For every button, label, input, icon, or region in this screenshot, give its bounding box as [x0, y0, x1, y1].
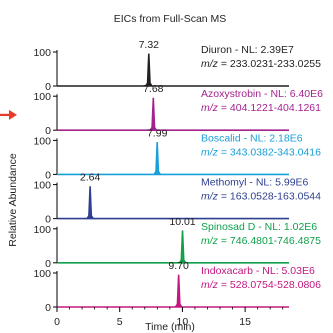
y-tick-label: 0 — [45, 258, 51, 270]
y-tick-label: 0 — [45, 81, 51, 93]
x-tick-label: 10 — [177, 316, 189, 328]
series-mz-label: m/z = 163.0528-163.0544 — [201, 191, 321, 203]
y-tick-label: 0 — [45, 302, 51, 314]
x-axis: 0 5 10 15 — [54, 307, 284, 328]
x-tick-label: 15 — [239, 316, 251, 328]
peak — [149, 97, 158, 131]
y-tick-label: 100 — [33, 180, 51, 192]
peak-label: 7.99 — [147, 127, 168, 139]
y-tick-label: 100 — [33, 47, 51, 59]
series-nl-label: Spinosad D - NL: 1.02E6 — [201, 221, 317, 233]
x-axis-label: Time (min) — [145, 321, 195, 333]
peak-label: 9.70 — [168, 260, 189, 272]
x-tick-label: 0 — [54, 316, 60, 328]
peak — [85, 186, 95, 219]
peak-label: 7.32 — [139, 39, 160, 51]
peak-label: 7.68 — [143, 83, 164, 95]
series-mz-label: m/z = 343.0382-343.0416 — [201, 146, 321, 158]
peak-label: 10.01 — [169, 216, 195, 228]
highlight-arrow — [0, 109, 17, 120]
peak — [152, 142, 162, 175]
y-axis-label: Relative Abundance — [7, 153, 19, 247]
x-tick-label: 5 — [117, 316, 123, 328]
peak — [178, 230, 187, 264]
y-tick-label: 100 — [33, 268, 51, 280]
peak-label: 2.64 — [80, 172, 101, 184]
series-nl-label: Azoxystrobin - NL: 6.40E6 — [201, 88, 323, 100]
chart-title: EICs from Full-Scan MS — [114, 13, 227, 25]
y-tick-label: 100 — [33, 135, 51, 147]
peak — [144, 53, 154, 87]
series-nl-label: Indoxacarb - NL: 5.03E6 — [201, 265, 315, 277]
y-tick-label: 100 — [33, 91, 51, 103]
y-tick-label: 0 — [45, 169, 51, 181]
arrow-head — [9, 109, 17, 120]
series-nl-label: Boscalid - NL: 2.18E6 — [201, 132, 303, 144]
eic-panel-diuron: 100 0 7.32 Diuron - NL: 2.39E7 m/z = 233.023… — [33, 39, 321, 93]
y-tick-label: 0 — [45, 125, 51, 137]
series-mz-label: m/z = 528.0754-528.0806 — [201, 279, 321, 291]
series-mz-label: m/z = 233.0231-233.0255 — [201, 58, 321, 70]
peak — [174, 274, 183, 308]
series-nl-label: Diuron - NL: 2.39E7 — [201, 44, 294, 56]
series-nl-label: Methomyl - NL: 5.99E6 — [201, 177, 309, 189]
series-mz-label: m/z = 746.4801-746.4875 — [201, 235, 321, 247]
y-tick-label: 100 — [33, 224, 51, 236]
series-mz-label: m/z = 404.1221-404.1261 — [201, 102, 321, 114]
y-tick-label: 0 — [45, 214, 51, 226]
